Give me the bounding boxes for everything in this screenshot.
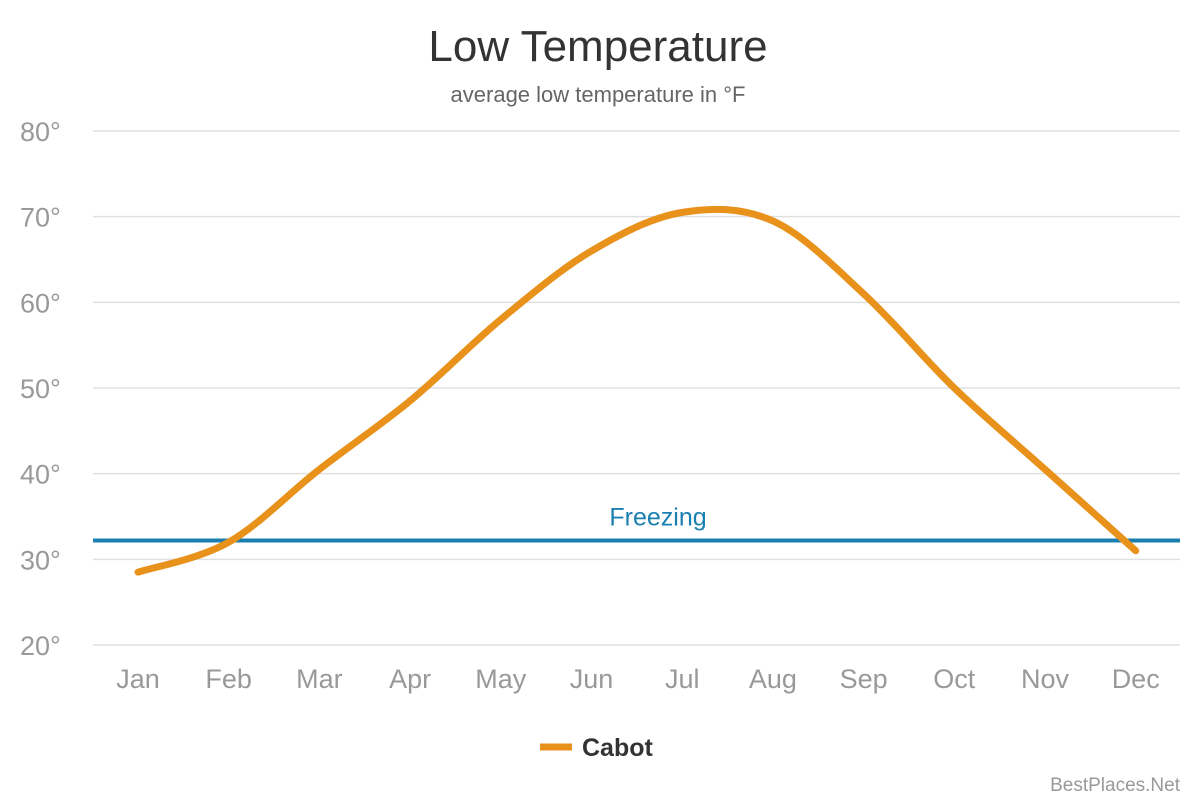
x-tick-label: Mar: [296, 664, 343, 694]
x-tick-label: Aug: [749, 664, 797, 694]
y-tick-label: 30°: [20, 545, 61, 575]
y-tick-label: 20°: [20, 631, 61, 661]
x-tick-label: Oct: [933, 664, 976, 694]
grid: [93, 130, 1180, 646]
legend-label-cabot: Cabot: [582, 734, 654, 762]
y-tick-label: 50°: [20, 374, 61, 404]
y-tick-label: 40°: [20, 460, 61, 490]
x-tick-label: Jul: [665, 664, 700, 694]
series-line-cabot: [134, 205, 1140, 576]
x-tick-label: Apr: [389, 664, 431, 694]
x-tick-label: Jan: [116, 664, 160, 694]
y-tick-label: 60°: [20, 288, 61, 318]
chart-subtitle: average low temperature in °F: [451, 82, 746, 107]
x-tick-label: Feb: [205, 664, 252, 694]
legend[interactable]: Cabot: [540, 734, 654, 762]
y-tick-label: 80°: [20, 117, 61, 147]
x-tick-label: Dec: [1112, 664, 1160, 694]
y-axis-ticks: 80° 70° 60° 50° 40° 30° 20°: [20, 117, 61, 661]
x-tick-label: Nov: [1021, 664, 1070, 694]
y-tick-label: 70°: [20, 203, 61, 233]
freezing-label: Freezing: [609, 503, 706, 531]
chart-title: Low Temperature: [428, 22, 767, 71]
x-tick-label: Sep: [840, 664, 888, 694]
x-axis-ticks: Jan Feb Mar Apr May Jun Jul Aug Sep Oct Nov Dec: [116, 664, 1159, 694]
x-tick-label: Jun: [570, 664, 614, 694]
x-tick-label: May: [475, 664, 527, 694]
credit-text: BestPlaces.Net: [1050, 775, 1181, 796]
